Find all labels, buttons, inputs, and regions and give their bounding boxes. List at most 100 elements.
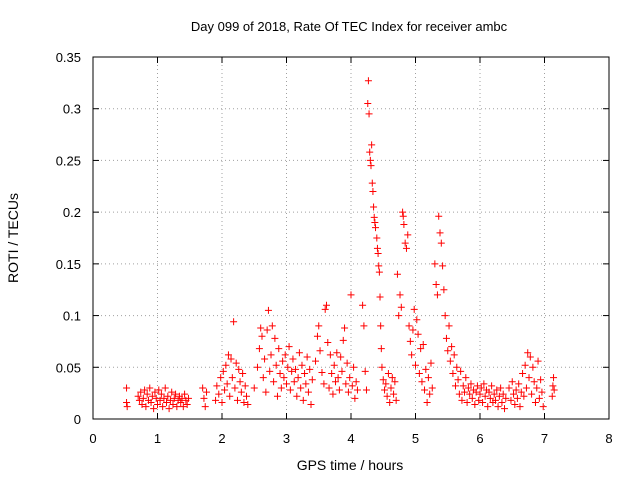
data-point-marker xyxy=(271,334,279,342)
data-point-marker xyxy=(513,394,521,402)
data-point-marker xyxy=(147,398,155,406)
data-point-marker xyxy=(381,386,389,394)
x-axis-label: GPS time / hours xyxy=(297,457,404,473)
data-point-marker xyxy=(376,293,384,301)
data-point-marker xyxy=(515,380,523,388)
data-point-marker xyxy=(350,363,358,371)
data-point-marker xyxy=(437,239,445,247)
data-point-marker xyxy=(353,386,361,394)
data-point-marker xyxy=(286,386,294,394)
data-point-marker xyxy=(321,305,329,313)
data-point-marker xyxy=(151,388,159,396)
data-point-marker xyxy=(212,396,220,404)
data-point-marker xyxy=(362,386,370,394)
data-point-marker xyxy=(235,365,243,373)
data-point-marker xyxy=(401,239,409,247)
data-point-marker xyxy=(395,312,403,320)
data-point-marker xyxy=(528,390,536,398)
data-point-marker xyxy=(343,359,351,367)
chart-title: Day 099 of 2018, Rate Of TEC Index for r… xyxy=(191,19,508,34)
data-point-marker xyxy=(320,380,328,388)
data-point-marker xyxy=(475,396,483,404)
data-point-marker xyxy=(240,398,248,406)
data-point-marker xyxy=(308,376,316,384)
data-point-marker xyxy=(464,384,472,392)
data-point-marker xyxy=(168,388,176,396)
y-tick-label: 0.25 xyxy=(56,153,81,168)
data-point-marker xyxy=(374,250,382,258)
data-point-marker xyxy=(237,388,245,396)
data-point-marker xyxy=(262,388,270,396)
data-point-marker xyxy=(243,392,251,400)
data-point-marker xyxy=(473,382,481,390)
x-tick-label: 3 xyxy=(283,431,290,446)
data-point-marker xyxy=(348,382,356,390)
data-point-marker xyxy=(479,398,487,406)
data-point-marker xyxy=(297,384,305,392)
data-point-marker xyxy=(387,384,395,392)
data-point-marker xyxy=(219,367,227,375)
data-point-marker xyxy=(422,365,430,373)
data-point-marker xyxy=(289,355,297,363)
data-point-marker xyxy=(170,394,178,402)
data-point-marker xyxy=(439,262,447,270)
data-point-marker xyxy=(539,403,547,411)
data-point-marker xyxy=(549,382,557,390)
data-point-marker xyxy=(318,368,326,376)
data-point-marker xyxy=(435,212,443,220)
data-point-marker xyxy=(163,398,171,406)
data-point-marker xyxy=(397,303,405,311)
data-point-marker xyxy=(303,353,311,361)
data-point-marker xyxy=(432,281,440,289)
data-point-marker xyxy=(341,324,349,332)
data-point-marker xyxy=(329,390,337,398)
data-point-marker xyxy=(332,378,340,386)
data-point-marker xyxy=(293,392,301,400)
data-point-marker xyxy=(302,380,310,388)
data-point-marker xyxy=(548,392,556,400)
data-point-marker xyxy=(455,390,463,398)
data-point-marker xyxy=(530,378,538,386)
data-point-marker xyxy=(221,386,229,394)
data-point-marker xyxy=(288,367,296,375)
data-point-marker xyxy=(213,382,221,390)
data-point-marker xyxy=(534,357,542,365)
y-tick-label: 0 xyxy=(74,412,81,427)
data-point-marker xyxy=(280,374,288,382)
data-point-marker xyxy=(550,386,558,394)
data-point-marker xyxy=(275,345,283,353)
y-tick-label: 0.05 xyxy=(56,360,81,375)
data-point-marker xyxy=(142,403,150,411)
x-tick-label: 0 xyxy=(89,431,96,446)
data-point-marker xyxy=(123,384,131,392)
data-point-marker xyxy=(520,392,528,400)
data-point-marker xyxy=(384,369,392,377)
data-point-marker xyxy=(393,270,401,278)
data-point-marker xyxy=(339,336,347,344)
data-point-marker xyxy=(396,291,404,299)
data-point-marker xyxy=(326,351,334,359)
data-point-marker xyxy=(199,384,207,392)
data-point-marker xyxy=(315,322,323,330)
data-point-marker xyxy=(448,343,456,351)
data-point-marker xyxy=(373,244,381,252)
data-point-marker xyxy=(451,382,459,390)
data-point-marker xyxy=(292,365,300,373)
data-point-marker xyxy=(161,384,169,392)
data-point-marker xyxy=(230,318,238,326)
data-point-marker xyxy=(486,394,494,402)
data-point-marker xyxy=(143,390,151,398)
data-point-marker xyxy=(164,392,172,400)
data-point-marker xyxy=(502,394,510,402)
data-point-marker xyxy=(367,162,375,170)
data-point-marker xyxy=(217,374,225,382)
data-point-marker xyxy=(173,403,181,411)
data-point-marker xyxy=(364,77,372,85)
data-point-marker xyxy=(307,401,315,409)
y-tick-label: 0.1 xyxy=(63,309,81,324)
data-point-marker xyxy=(123,398,131,406)
data-point-marker xyxy=(406,337,414,345)
data-point-marker xyxy=(375,268,383,276)
data-point-marker xyxy=(264,306,272,314)
data-point-marker xyxy=(445,322,453,330)
